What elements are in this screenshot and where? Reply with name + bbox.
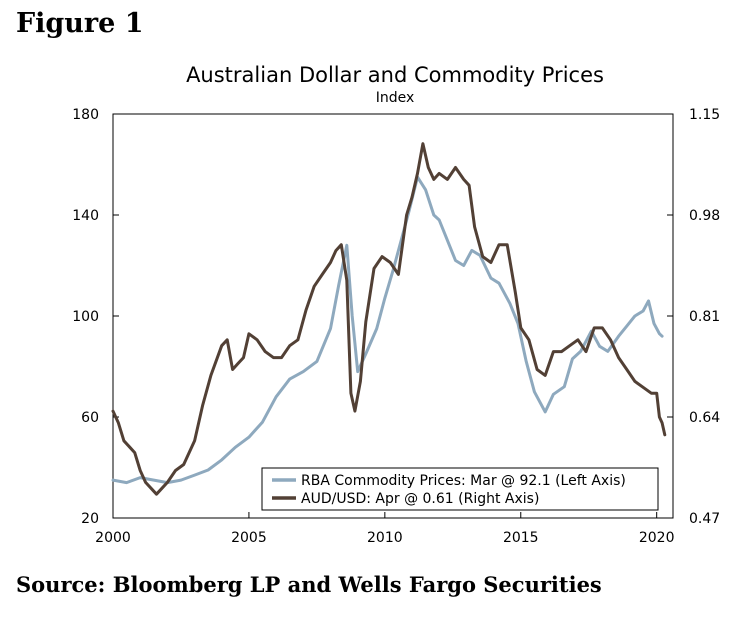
figure-label: Figure 1	[16, 8, 144, 39]
left-tick-label: 100	[72, 309, 99, 325]
x-tick-label: 2000	[95, 530, 131, 546]
plot-frame	[112, 113, 674, 519]
legend-label-aud: AUD/USD: Apr @ 0.61 (Right Axis)	[301, 491, 539, 507]
series-lines	[111, 142, 667, 496]
right-tick-label: 1.15	[689, 107, 720, 123]
legend-label-commodity: RBA Commodity Prices: Mar @ 92.1 (Left A…	[301, 473, 626, 489]
legend: RBA Commodity Prices: Mar @ 92.1 (Left A…	[261, 467, 659, 511]
left-tick-label: 140	[72, 208, 99, 224]
source-note: Source: Bloomberg LP and Wells Fargo Sec…	[16, 572, 602, 597]
left-axis: 20 60 100 140 180	[72, 107, 119, 527]
right-tick-label: 0.64	[689, 410, 720, 426]
left-tick-label: 20	[81, 511, 99, 527]
right-axis: 0.47 0.64 0.81 0.98 1.15	[667, 107, 720, 527]
legend-box	[261, 467, 659, 511]
x-tick-label: 2010	[367, 530, 403, 546]
series-line-aud	[111, 142, 667, 496]
x-tick-label: 2015	[503, 530, 539, 546]
x-tick-label: 2005	[231, 530, 267, 546]
right-tick-label: 0.47	[689, 511, 720, 527]
left-tick-label: 180	[72, 107, 99, 123]
chart-title: Australian Dollar and Commodity Prices	[186, 63, 604, 87]
right-tick-label: 0.81	[689, 309, 720, 325]
chart: Australian Dollar and Commodity Prices I…	[72, 63, 720, 546]
right-tick-label: 0.98	[689, 208, 720, 224]
series-line-commodity	[111, 175, 664, 485]
chart-subtitle: Index	[376, 90, 415, 106]
x-tick-label: 2020	[639, 530, 675, 546]
left-tick-label: 60	[81, 410, 99, 426]
x-axis: 2000 2005 2010 2015 2020	[95, 512, 675, 546]
